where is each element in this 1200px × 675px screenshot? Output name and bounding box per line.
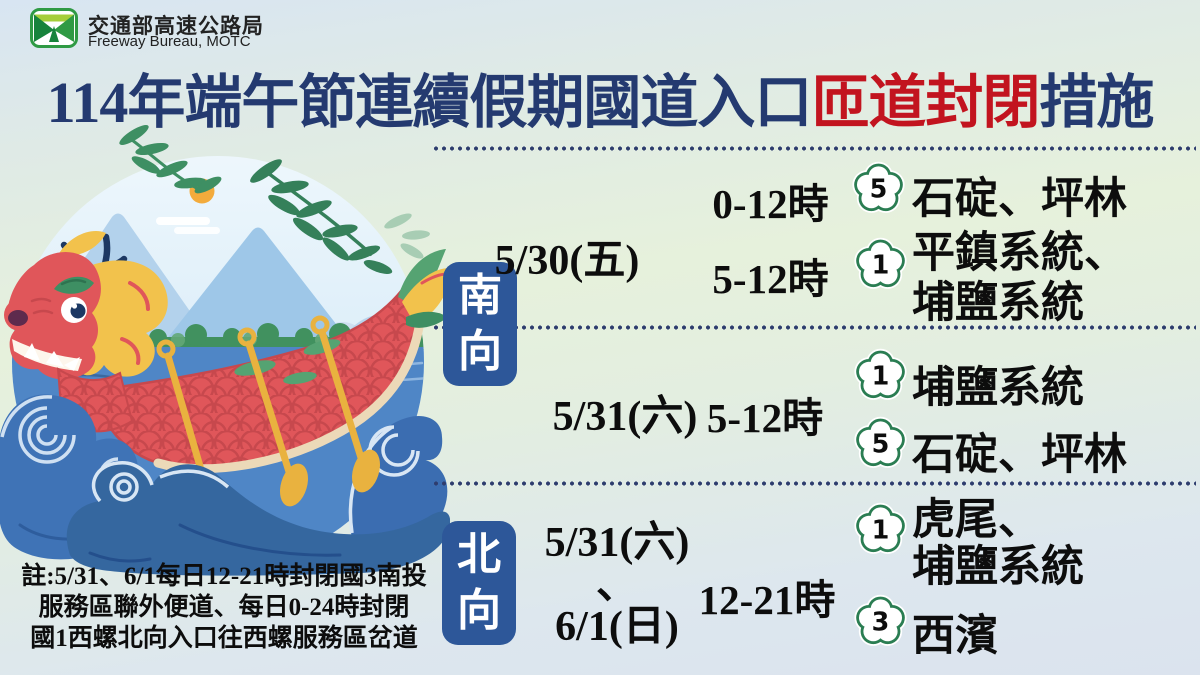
closure-locations: 平鎮系統、 埔鹽系統 bbox=[912, 230, 1127, 327]
svg-text:1: 1 bbox=[872, 361, 890, 391]
closure-locations: 虎尾、 埔鹽系統 bbox=[912, 497, 1084, 591]
freeway-bureau-logo-icon bbox=[30, 8, 78, 48]
date-531-61: 5/31(六) 、 6/1(日) bbox=[544, 520, 690, 650]
wave-front bbox=[66, 461, 450, 576]
time-0-12: 0-12時 bbox=[712, 181, 829, 227]
title-part2: 措施 bbox=[1039, 70, 1154, 135]
title-highlight: 匝道封閉 bbox=[811, 70, 1040, 135]
bamboo-leaves bbox=[119, 125, 430, 274]
route-shield-icon: 1 bbox=[854, 348, 907, 400]
svg-text:5: 5 bbox=[872, 429, 890, 459]
route-shield-icon: 5 bbox=[854, 416, 907, 468]
route-shield-icon: 1 bbox=[854, 237, 907, 289]
svg-text:1: 1 bbox=[872, 250, 890, 280]
divider-bottom bbox=[432, 481, 1196, 486]
closure-locations: 西濱 bbox=[912, 613, 998, 660]
svg-text:3: 3 bbox=[872, 607, 890, 637]
dragon-tail bbox=[398, 249, 450, 328]
route-shield-icon: 1 bbox=[854, 502, 907, 554]
route-shield-icon: 5 bbox=[852, 161, 905, 213]
svg-text:5: 5 bbox=[870, 174, 888, 204]
closure-locations: 石碇、坪林 bbox=[912, 176, 1127, 223]
route-shield-icon: 3 bbox=[854, 594, 907, 646]
footnote: 註:5/31、6/1每日12-21時封閉國3南投 服務區聯外便道、每日0-24時… bbox=[21, 563, 427, 652]
direction-label-southbound: 南向 bbox=[443, 262, 517, 386]
page-title: 114年端午節連續假期國道入口匝道封閉措施 bbox=[0, 55, 1200, 139]
closure-locations: 石碇、坪林 bbox=[912, 432, 1127, 479]
time-12-21: 12-21時 bbox=[698, 577, 836, 623]
date-531: 5/31(六) bbox=[552, 394, 698, 440]
brand-name-en: Freeway Bureau, MOTC bbox=[88, 33, 251, 50]
date-530: 5/30(五) bbox=[494, 238, 640, 284]
closure-locations: 埔鹽系統 bbox=[912, 365, 1084, 412]
time-5-12: 5-12時 bbox=[712, 256, 829, 302]
time-5-12: 5-12時 bbox=[706, 395, 824, 441]
brand-name-zh: 交通部高速公路局 bbox=[88, 15, 264, 38]
wave-right bbox=[348, 415, 448, 543]
svg-text:1: 1 bbox=[872, 515, 890, 545]
direction-label-northbound: 北向 bbox=[442, 521, 516, 645]
title-part1: 114年端午節連續假期國道入口 bbox=[46, 70, 813, 135]
divider-middle bbox=[432, 325, 1196, 330]
dragon-nostril bbox=[8, 310, 28, 326]
dragon-boat-illustration bbox=[0, 125, 450, 576]
divider-top bbox=[432, 146, 1196, 151]
